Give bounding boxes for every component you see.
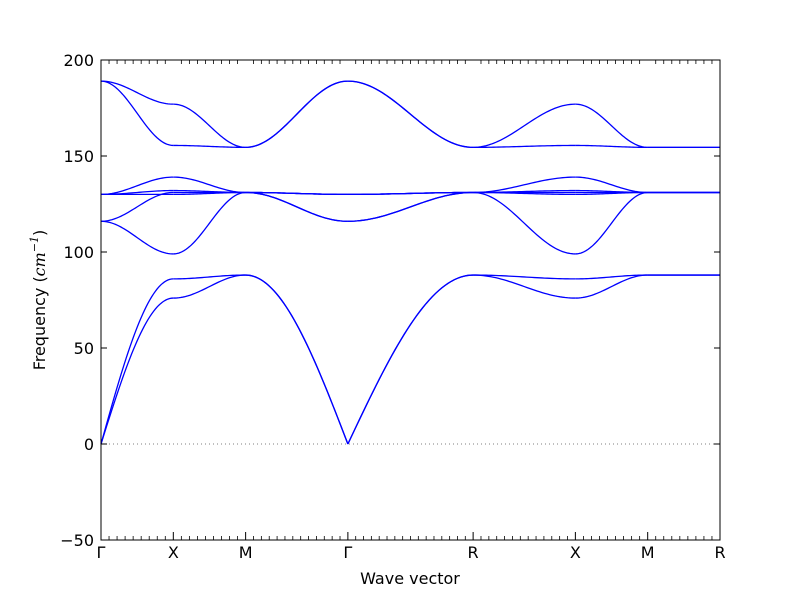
band-5-6: [575, 189, 648, 194]
band-5-8: [575, 144, 648, 149]
band-4-2: [473, 191, 576, 255]
y-tick-label: 100: [63, 243, 94, 262]
band-1-8: [173, 144, 246, 149]
band-4-6: [473, 189, 576, 194]
band-0-6: [100, 189, 174, 196]
band-1-0: [173, 274, 246, 299]
band-5-0: [575, 274, 648, 299]
band-1-1: [173, 274, 246, 280]
y-axis-label-paren-open: (: [30, 276, 49, 287]
band-4-4: [473, 176, 576, 194]
x-tick-label: X: [168, 543, 179, 562]
x-tick-label: M: [239, 543, 253, 562]
band-2-0: [245, 274, 349, 445]
band-2-8: [245, 80, 348, 149]
y-axis-label: Frequency (cm−1): [28, 230, 49, 371]
band-4-1: [473, 274, 576, 280]
x-tick-label: R: [468, 543, 479, 562]
y-axis-label-unit: cm: [30, 252, 49, 276]
y-tick-label: 150: [63, 147, 94, 166]
x-tick-label: Γ: [97, 543, 106, 562]
band-0-2: [100, 220, 174, 255]
band-0-4: [100, 176, 174, 196]
band-1-6: [173, 189, 246, 194]
band-0-7: [100, 80, 174, 105]
y-axis-label-text: Frequency: [30, 288, 49, 371]
band-3-3: [347, 191, 474, 222]
y-tick-label: 50: [74, 339, 94, 358]
y-tick-label: 200: [63, 51, 94, 70]
band-4-0: [473, 274, 576, 299]
band-4-8: [473, 144, 576, 149]
band-3-0: [347, 274, 474, 445]
x-tick-label: X: [570, 543, 581, 562]
band-3-6: [347, 191, 474, 196]
band-3-8: [347, 80, 474, 149]
y-axis-label-unit-exponent: −1: [28, 236, 41, 252]
band-1-4: [173, 176, 246, 194]
phonon-bands: [100, 80, 720, 445]
band-2-3: [245, 191, 348, 222]
x-minor-ticks: [108, 60, 713, 540]
band-5-2: [575, 191, 648, 255]
x-tick-label: Γ: [343, 543, 352, 562]
x-axis-label: Wave vector: [360, 569, 460, 588]
band-4-7: [473, 103, 576, 149]
band-2-1: [245, 274, 349, 445]
band-3-1: [347, 274, 474, 445]
band-0-8: [100, 80, 174, 147]
x-tick-label: M: [641, 543, 655, 562]
band-1-2: [173, 191, 246, 255]
band-5-4: [575, 176, 648, 194]
band-1-7: [173, 103, 246, 149]
band-5-7: [575, 103, 648, 149]
plot-frame: [100, 59, 721, 541]
band-0-0: [100, 297, 174, 445]
y-axis-ticks: −50 0 50 100 150 200: [60, 51, 720, 550]
y-tick-label: 0: [84, 435, 94, 454]
band-2-6: [245, 191, 348, 196]
x-tick-label: R: [714, 543, 725, 562]
band-5-1: [575, 274, 648, 280]
band-0-3: [100, 191, 174, 222]
y-tick-label: −50: [60, 531, 94, 550]
y-axis-label-paren-close: ): [30, 230, 49, 236]
band-0-1: [100, 278, 174, 445]
